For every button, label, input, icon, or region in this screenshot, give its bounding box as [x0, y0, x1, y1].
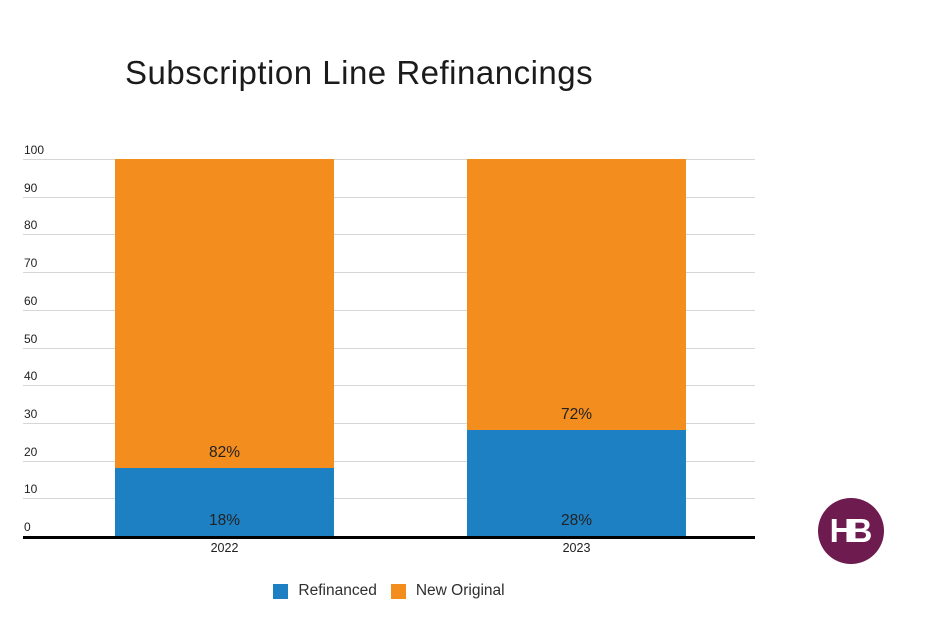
y-tick-label: 40: [24, 369, 38, 384]
y-tick-label: 90: [24, 180, 38, 195]
data-label-refinanced-2023: 28%: [560, 512, 593, 529]
bar-segment-new-original-2023: [467, 159, 686, 431]
y-tick-label: 60: [24, 293, 38, 308]
gridline: [23, 422, 755, 424]
x-tick-label-2023: 2023: [562, 541, 591, 555]
y-tick-label: 50: [24, 331, 38, 346]
x-axis-line: [23, 536, 755, 539]
gridline: [23, 159, 755, 160]
bar-segment-new-original-2022: [115, 159, 334, 469]
x-tick-label-2022: 2022: [210, 541, 239, 555]
gridline: [23, 234, 755, 236]
legend-label-refinanced: Refinanced: [298, 582, 377, 599]
chart-title: Subscription Line Refinancings: [125, 54, 594, 91]
legend-swatch-new-original: [390, 583, 406, 599]
legend-label-new-original: New Original: [415, 582, 505, 599]
gridline: [23, 309, 755, 311]
data-label-new-original-2022: 82%: [208, 444, 241, 462]
bar-segment-refinanced-2023: [467, 430, 686, 536]
data-label-new-original-2023: 72%: [560, 406, 593, 424]
legend-item-new-original: New Original: [390, 582, 505, 600]
hb-logo-text: HB: [829, 512, 873, 549]
y-tick-label: 10: [24, 482, 38, 497]
data-label-refinanced-2022: 18%: [208, 512, 241, 529]
y-tick-label: 80: [24, 218, 38, 233]
legend: Refinanced New Original: [23, 582, 755, 600]
bar-segment-refinanced-2022: [115, 468, 334, 536]
gridline: [23, 385, 755, 387]
gridline: [23, 347, 755, 349]
y-tick-label: 100: [24, 143, 45, 157]
hb-logo: HB: [818, 498, 884, 564]
gridline: [23, 272, 755, 274]
gridline: [23, 196, 755, 198]
y-tick-label: 0: [24, 520, 31, 534]
gridline: [23, 498, 755, 500]
gridline: [23, 460, 755, 462]
y-tick-label: 70: [24, 256, 38, 271]
legend-swatch-refinanced: [273, 583, 289, 599]
legend-item-refinanced: Refinanced: [273, 582, 377, 600]
y-tick-label: 30: [24, 406, 38, 421]
y-tick-label: 20: [24, 444, 38, 459]
